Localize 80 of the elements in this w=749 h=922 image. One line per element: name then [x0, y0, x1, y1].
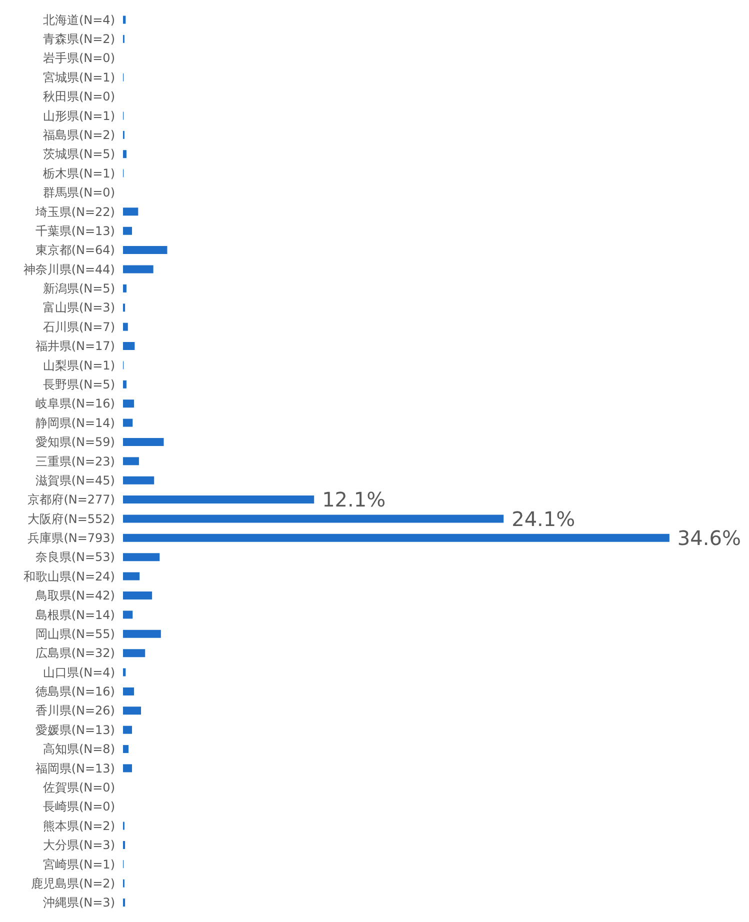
y-tick-label: 愛媛県(N=13): [35, 722, 115, 737]
bar: [123, 322, 128, 331]
y-tick-label: 山梨県(N=1): [42, 358, 115, 372]
bar: [123, 380, 126, 388]
y-tick-label: 宮城県(N=1): [42, 70, 115, 84]
bar: [123, 226, 132, 235]
y-tick-label: 大阪府(N=552): [28, 512, 115, 526]
bar: [123, 592, 152, 600]
y-tick-label: 富山県(N=3): [42, 300, 115, 315]
y-tick-label: 埼玉県(N=22): [34, 204, 115, 219]
y-tick-label: 熊本県(N=2): [42, 818, 115, 833]
bar: [123, 246, 168, 254]
y-tick-label: 滋賀県(N=45): [35, 473, 115, 488]
bar: [123, 668, 126, 676]
y-tick-label: 北海道(N=4): [42, 12, 115, 27]
y-tick-label: 三重県(N=23): [35, 454, 115, 468]
y-tick-label: 和歌山県(N=24): [23, 569, 115, 584]
y-tick-label: 茨城県(N=5): [42, 147, 115, 162]
y-tick-label: 千葉県(N=13): [35, 224, 115, 238]
y-tick-label: 鹿児島県(N=2): [30, 876, 115, 890]
y-tick-label: 岐阜県(N=16): [35, 396, 115, 411]
y-tick-label: 福島県(N=2): [42, 128, 115, 142]
bar: [123, 745, 129, 754]
y-tick-label: 石川県(N=7): [42, 320, 115, 334]
bar: [123, 208, 138, 216]
y-tick-label: 秋田県(N=0): [42, 90, 115, 104]
bar: [123, 649, 146, 658]
bar: [123, 400, 134, 408]
bar: [123, 726, 132, 734]
y-tick-label: 香川県(N=26): [35, 704, 115, 718]
y-tick-label: 沖縄県(N=3): [42, 896, 115, 910]
bar: [123, 514, 504, 523]
y-tick-label: 岩手県(N=0): [42, 51, 115, 66]
bar: [123, 706, 142, 715]
y-tick-label: 岡山県(N=55): [35, 626, 115, 641]
y-tick-label: 佐賀県(N=0): [42, 780, 115, 795]
y-tick-label: 新潟県(N=5): [42, 282, 115, 296]
bar: [123, 630, 161, 638]
y-tick-label: 広島県(N=32): [35, 646, 115, 660]
y-tick-label: 静岡県(N=14): [35, 416, 115, 430]
y-tick-label: 福井県(N=17): [35, 339, 115, 354]
data-label: 12.1%: [322, 488, 386, 512]
bar: [123, 610, 133, 619]
y-tick-label: 青森県(N=2): [42, 32, 115, 46]
bar: [123, 764, 132, 772]
data-label: 34.6%: [677, 526, 741, 550]
y-tick-label: 高知県(N=8): [42, 742, 115, 756]
y-tick-label: 鳥取県(N=42): [34, 588, 115, 603]
y-tick-label: 奈良県(N=53): [35, 550, 115, 564]
bar: [123, 16, 126, 24]
y-tick-label: 京都府(N=277): [28, 492, 115, 507]
bar: [123, 534, 670, 542]
y-tick-label: 島根県(N=14): [35, 608, 115, 622]
bar: [123, 265, 154, 274]
y-tick-label: 宮崎県(N=1): [42, 857, 115, 872]
bar: [123, 553, 160, 562]
bar: [123, 496, 314, 504]
bar: [123, 150, 126, 158]
y-tick-label: 栃木県(N=1): [42, 166, 115, 180]
bar: [123, 572, 140, 580]
y-tick-label: 福岡県(N=13): [35, 761, 115, 776]
y-tick-label: 長野県(N=5): [42, 377, 115, 392]
y-tick-label: 大分県(N=3): [42, 838, 115, 852]
y-tick-label: 山形県(N=1): [42, 108, 115, 123]
bar: [123, 687, 134, 696]
data-label: 24.1%: [512, 506, 576, 531]
y-tick-label: 愛知県(N=59): [35, 435, 115, 450]
bar: [123, 476, 154, 484]
y-tick-label: 長崎県(N=0): [42, 800, 115, 814]
bar: [123, 342, 135, 350]
y-tick-label: 徳島県(N=16): [35, 684, 115, 699]
bar: [123, 457, 139, 466]
bar: [123, 284, 126, 292]
y-tick-label: 兵庫県(N=793): [28, 531, 115, 546]
y-tick-label: 東京都(N=64): [35, 243, 115, 258]
y-tick-label: 神奈川県(N=44): [23, 262, 115, 276]
bar: [123, 438, 164, 446]
y-tick-label: 群馬県(N=0): [42, 186, 115, 200]
bar: [123, 418, 133, 427]
y-tick-label: 山口県(N=4): [42, 665, 115, 680]
